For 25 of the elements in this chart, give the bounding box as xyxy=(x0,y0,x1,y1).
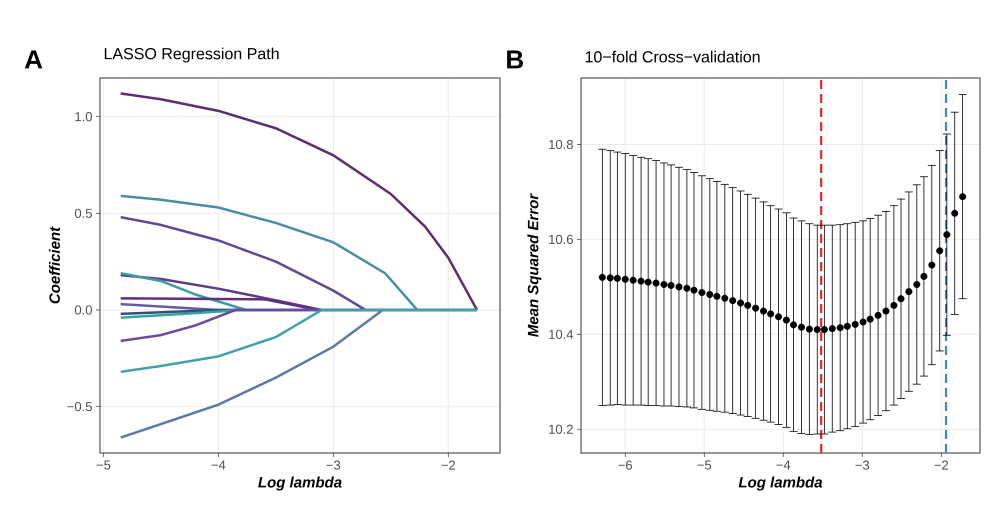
y-tick-label: 1.0 xyxy=(75,112,92,122)
x-tick-label: −2 xyxy=(442,460,456,470)
x-tick-label: −3 xyxy=(326,460,340,470)
y-tick-label: 0.5 xyxy=(74,208,92,218)
y-tick-label: 10.8 xyxy=(549,140,573,150)
chart-title: 10−fold Cross−validation xyxy=(586,50,760,63)
chart-title: LASSO Regression Path xyxy=(104,48,279,63)
y-axis-title: Mean Squared Error xyxy=(527,193,542,337)
x-tick-label: −3 xyxy=(856,460,870,470)
x-tick-label: −6 xyxy=(618,460,632,470)
text: B xyxy=(507,50,523,68)
y-axis-title: Coefficient xyxy=(48,226,60,304)
y-tick-label: 0.0 xyxy=(74,305,92,315)
x-axis-title: Log lambda xyxy=(738,476,822,491)
y-tick-label: 10.4 xyxy=(549,330,574,339)
y-tick-label: 10.6 xyxy=(549,234,573,244)
x-tick-label: −4 xyxy=(212,460,226,470)
x-axis-title: Log lambda xyxy=(258,476,342,491)
y-tick-label: 10.2 xyxy=(549,424,573,434)
y-tick-label: −0.5 xyxy=(67,402,92,412)
x-tick-label: −2 xyxy=(934,460,948,470)
x-tick-label: −5 xyxy=(697,460,712,470)
x-tick-label: −5 xyxy=(96,460,110,470)
x-tick-label: −4 xyxy=(776,460,790,470)
text: A xyxy=(24,50,42,68)
